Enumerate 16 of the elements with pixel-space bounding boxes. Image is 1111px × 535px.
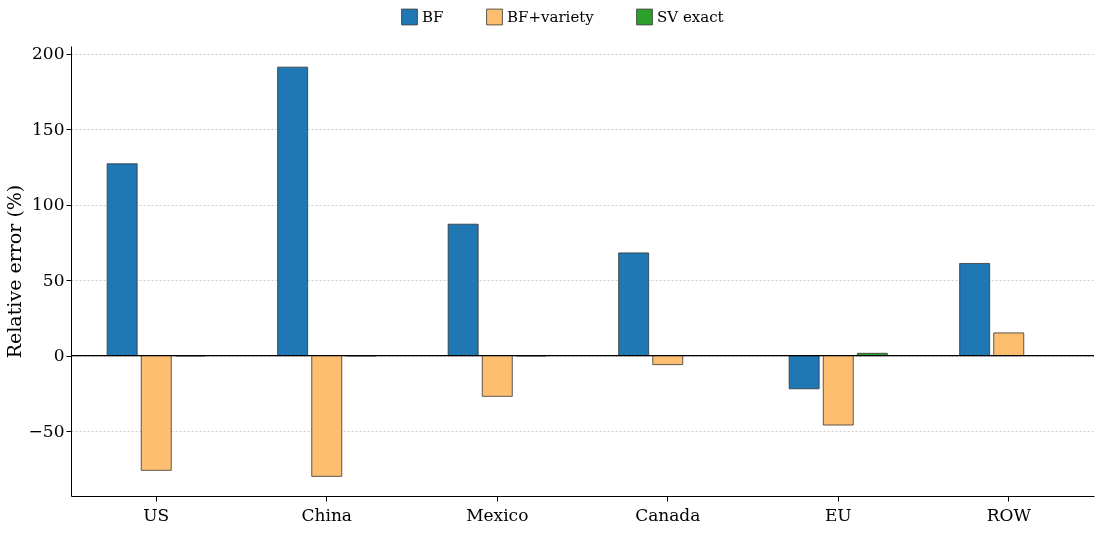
legend-label: BF bbox=[422, 8, 444, 26]
y-tick-label: −50 bbox=[28, 420, 65, 441]
legend-label: SV exact bbox=[657, 8, 724, 26]
y-tick-label: 200 bbox=[32, 43, 65, 64]
y-tick-label: 0 bbox=[53, 345, 65, 366]
y-tick-label: 100 bbox=[32, 194, 65, 215]
x-tick-label: US bbox=[143, 504, 170, 525]
x-tick-label: China bbox=[301, 504, 352, 525]
y-tick-label: 150 bbox=[32, 118, 65, 139]
x-tick-label: EU bbox=[824, 504, 852, 525]
x-tick-label: ROW bbox=[986, 504, 1032, 525]
x-tick-label: Canada bbox=[635, 504, 701, 525]
x-tick-label: Mexico bbox=[466, 504, 529, 525]
y-tick-label: 50 bbox=[42, 269, 65, 290]
legend-label: BF+variety bbox=[507, 8, 595, 26]
y-axis-title: Relative error (%) bbox=[2, 184, 25, 359]
